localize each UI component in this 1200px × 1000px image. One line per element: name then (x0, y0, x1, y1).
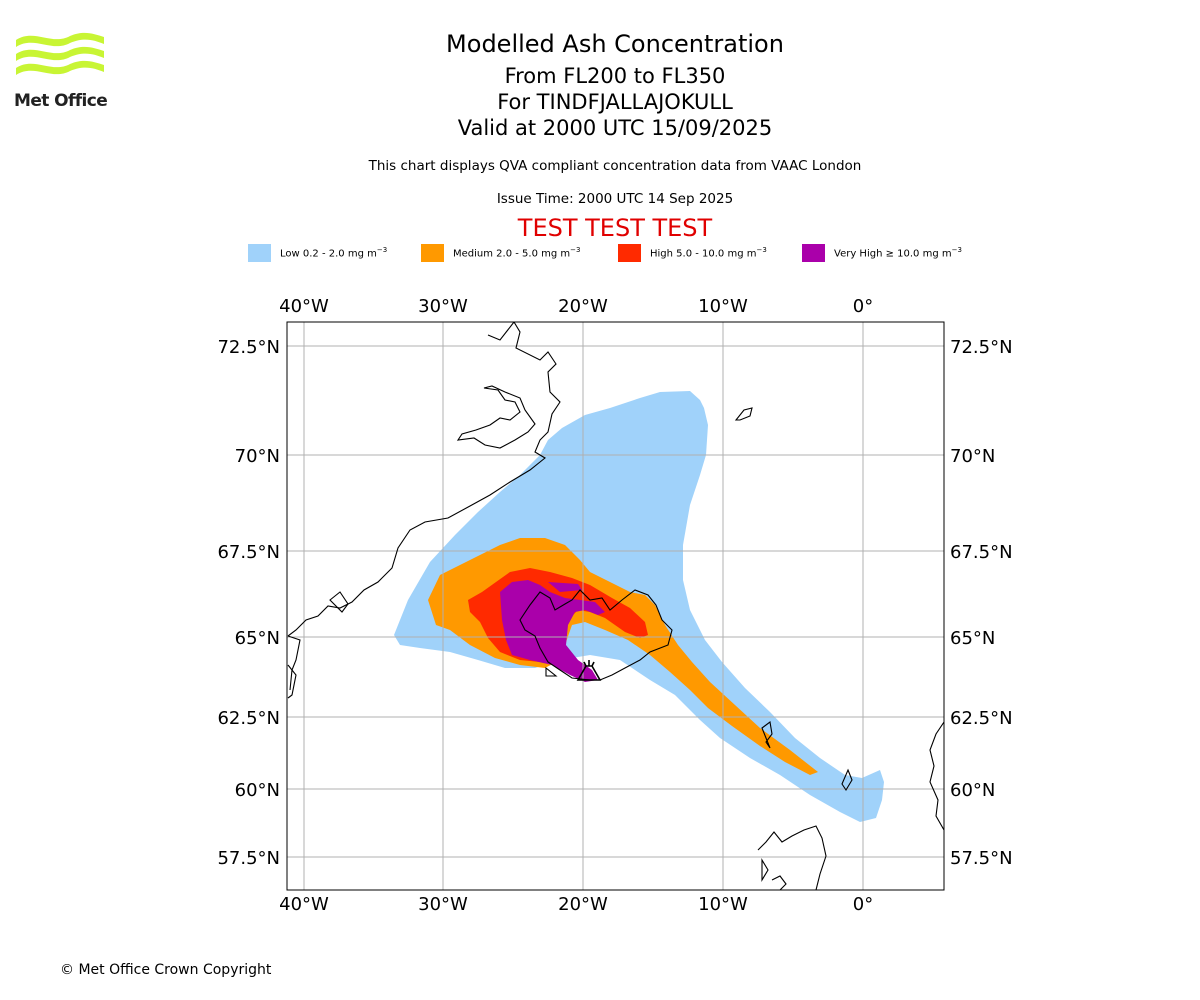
met-office-waves-icon (16, 32, 104, 75)
lon-label: 0° (853, 296, 873, 317)
lat-label: 67.5°N (950, 542, 1013, 563)
map-frame (286, 321, 945, 891)
legend-label-medium: Medium 2.0 - 5.0 mg m (453, 248, 571, 260)
lat-label: 65°N (950, 628, 995, 649)
copyright: © Met Office Crown Copyright (60, 962, 272, 978)
lon-label: 10°W (698, 894, 748, 915)
lat-label: 65°N (235, 628, 280, 649)
volcano-marker-icon (576, 660, 602, 681)
lon-label: 30°W (418, 894, 468, 915)
legend-label-low: Low 0.2 - 2.0 mg m (280, 248, 377, 260)
lon-label: 20°W (558, 296, 608, 317)
ash-area-very-high (500, 580, 605, 682)
logo-text: Met Office (14, 91, 108, 111)
legend-swatch-medium (421, 244, 444, 262)
valid-time: Valid at 2000 UTC 15/09/2025 (457, 116, 773, 140)
volcano-name: For TINDFJALLAJOKULL (497, 90, 733, 114)
lon-label: 0° (853, 894, 873, 915)
concentration-legend: Low 0.2 - 2.0 mg m−3 Medium 2.0 - 5.0 mg… (0, 243, 1200, 265)
lon-labels-top: 40°W 30°W 20°W 10°W 0° (279, 296, 873, 317)
lon-label: 40°W (279, 296, 329, 317)
lon-label: 40°W (279, 894, 329, 915)
lat-label: 67.5°N (217, 542, 280, 563)
lon-label: 10°W (698, 296, 748, 317)
lat-label: 70°N (950, 446, 995, 467)
qva-note: This chart displays QVA compliant concen… (368, 158, 862, 174)
lat-label: 57.5°N (217, 848, 280, 869)
lat-label: 62.5°N (950, 708, 1013, 729)
legend-swatch-very-high (802, 244, 825, 262)
legend-label-high: High 5.0 - 10.0 mg m (650, 248, 757, 260)
lat-label: 72.5°N (217, 337, 280, 358)
lon-label: 20°W (558, 894, 608, 915)
test-banner: TEST TEST TEST (517, 214, 713, 242)
flight-level-range: From FL200 to FL350 (504, 64, 726, 88)
issue-time: Issue Time: 2000 UTC 14 Sep 2025 (496, 191, 734, 207)
coastlines (287, 322, 944, 890)
legend-swatch-low (248, 244, 271, 262)
legend-label-very-high: Very High ≥ 10.0 mg m (834, 248, 952, 260)
lat-label: 72.5°N (950, 337, 1013, 358)
gridlines (287, 322, 944, 890)
lat-label: 60°N (235, 780, 280, 801)
lat-label: 57.5°N (950, 848, 1013, 869)
lat-label: 60°N (950, 780, 995, 801)
lon-label: 30°W (418, 296, 468, 317)
lon-labels-bottom: 40°W 30°W 20°W 10°W 0° (279, 894, 873, 915)
lat-label: 70°N (235, 446, 280, 467)
lat-labels-right: 72.5°N 70°N 67.5°N 65°N 62.5°N 60°N 57.5… (950, 337, 1013, 869)
met-office-logo: Met Office (14, 30, 108, 112)
legend-swatch-high (618, 244, 641, 262)
lat-label: 62.5°N (217, 708, 280, 729)
chart-title: Modelled Ash Concentration (446, 30, 784, 58)
lat-labels-left: 72.5°N 70°N 67.5°N 65°N 62.5°N 60°N 57.5… (217, 337, 280, 869)
